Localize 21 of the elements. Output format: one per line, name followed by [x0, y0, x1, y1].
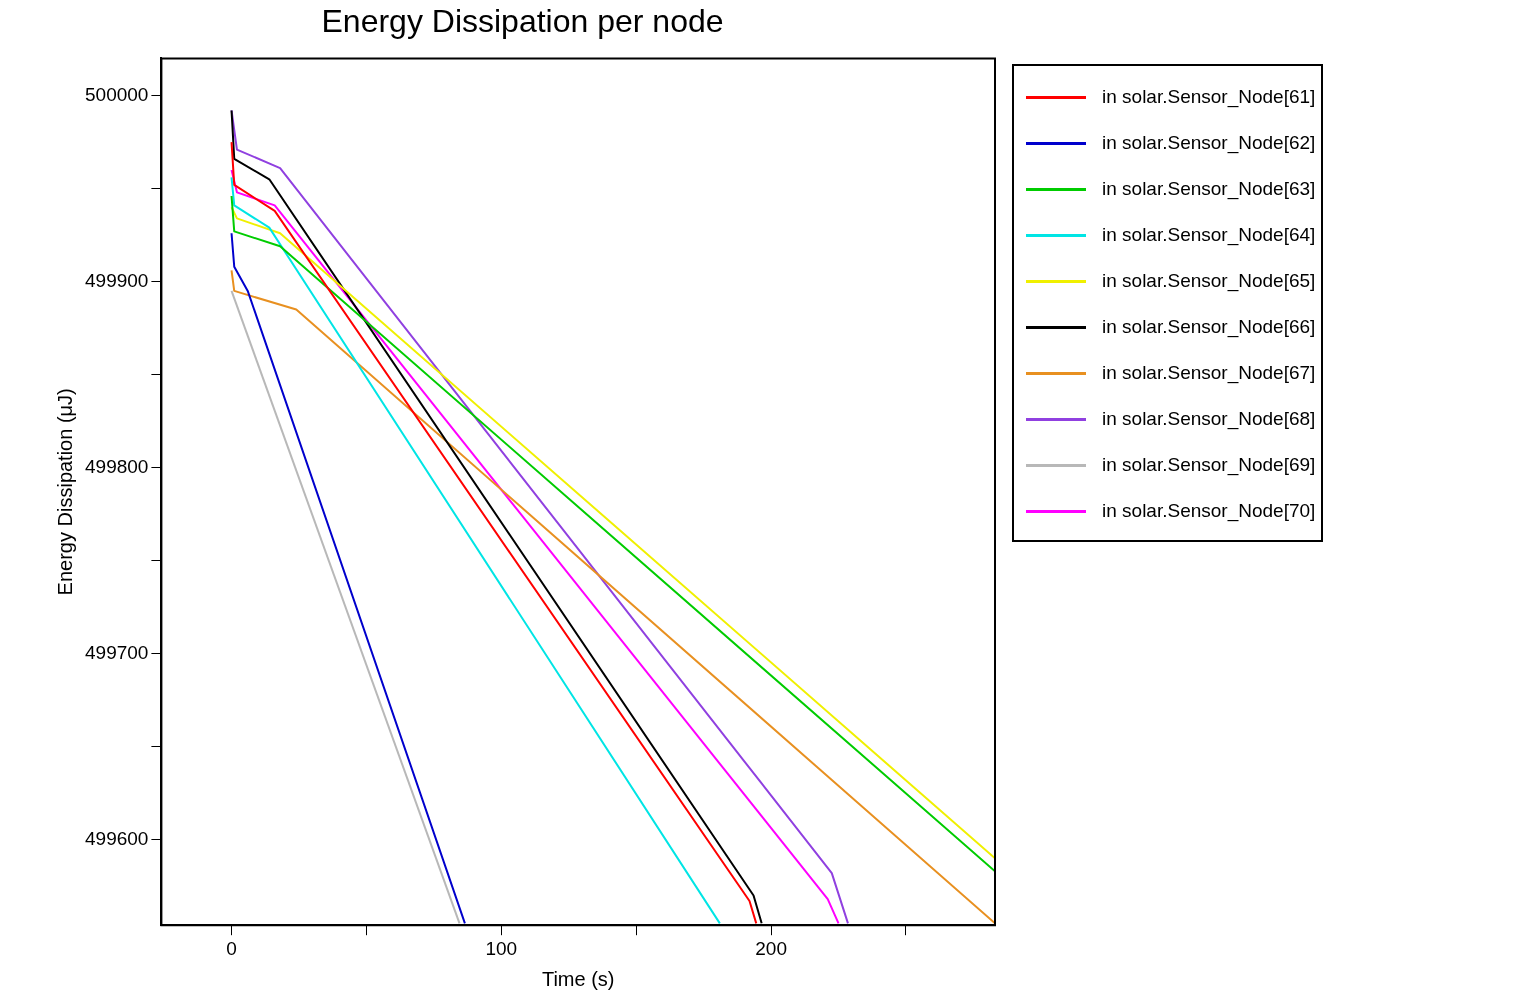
y-tick-label: 499700 [85, 641, 149, 663]
y-tick-label: 500000 [85, 83, 149, 105]
x-tick-label: 0 [226, 937, 237, 959]
legend-label: in solar.Sensor_Node[62] [1102, 132, 1316, 154]
legend-label: in solar.Sensor_Node[61] [1102, 86, 1316, 108]
y-tick-label: 499600 [85, 827, 149, 849]
legend-label: in solar.Sensor_Node[66] [1102, 316, 1316, 338]
x-axis-title: Time (s) [541, 967, 615, 990]
x-tick-label: 100 [485, 937, 518, 959]
y-tick-label: 499800 [85, 455, 149, 477]
legend-label: in solar.Sensor_Node[67] [1102, 362, 1316, 384]
chart-title: Energy Dissipation per node [321, 3, 724, 40]
y-tick-label: 499900 [85, 269, 149, 291]
legend-label: in solar.Sensor_Node[64] [1102, 224, 1316, 246]
legend-label: in solar.Sensor_Node[70] [1102, 500, 1316, 522]
y-axis-title: Energy Dissipation (μJ) [53, 388, 76, 596]
x-tick-label: 200 [755, 937, 787, 959]
legend-label: in solar.Sensor_Node[65] [1102, 270, 1316, 292]
legend-label: in solar.Sensor_Node[69] [1102, 454, 1316, 476]
legend-label: in solar.Sensor_Node[68] [1102, 408, 1316, 430]
legend-label: in solar.Sensor_Node[63] [1102, 178, 1316, 200]
